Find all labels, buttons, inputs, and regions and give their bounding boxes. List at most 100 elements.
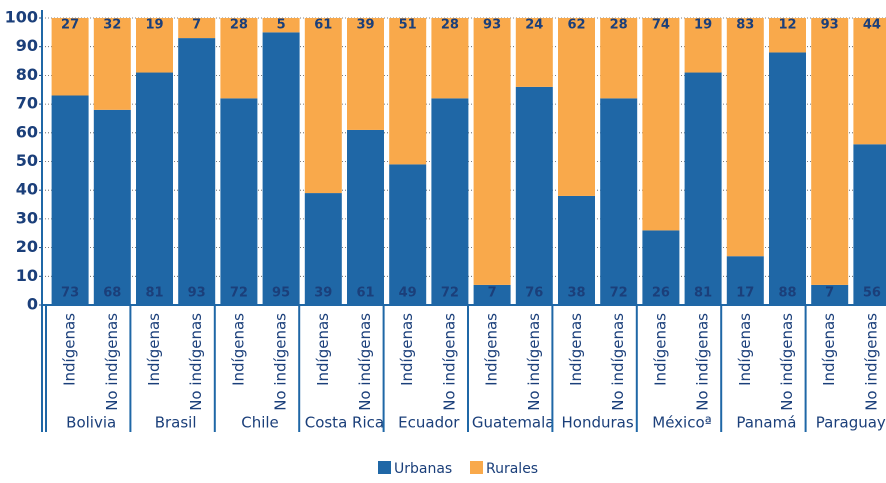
bar-segment [304, 18, 342, 194]
bar-segment [347, 129, 384, 305]
data-label: 44 [863, 18, 881, 33]
data-label: 28 [230, 18, 248, 33]
data-label: 17 [736, 286, 754, 301]
group-label: Méxicoª [652, 414, 711, 432]
y-tick-label: 20 [16, 237, 38, 256]
data-label: 83 [736, 18, 754, 33]
x-tick-label: No indígenas [862, 313, 880, 411]
group-label: Bolivia [66, 414, 116, 432]
x-tick-label: Indígenas [61, 313, 79, 386]
bar-segment [220, 18, 258, 99]
bar-segment [811, 18, 849, 285]
bar-segment [178, 38, 216, 306]
bar-segment [558, 195, 595, 305]
data-label: 12 [778, 18, 796, 33]
data-label: 27 [61, 18, 79, 33]
bar-segment [262, 32, 300, 305]
data-label: 19 [694, 18, 712, 33]
y-tick-label: 60 [16, 122, 38, 141]
bar-segment [769, 18, 806, 53]
bar-segment [431, 98, 469, 305]
bar-segment [515, 86, 553, 305]
bar-segment [51, 95, 89, 306]
x-tick-label: Indígenas [229, 313, 247, 386]
y-tick-label: 100 [5, 8, 38, 27]
legend-swatch [470, 461, 483, 474]
bar-segment [51, 18, 89, 96]
group-label: Brasil [155, 414, 197, 432]
group-label: Honduras [562, 414, 634, 432]
data-label: 81 [694, 286, 712, 301]
data-label: 72 [230, 286, 248, 301]
y-tick-label: 30 [16, 208, 38, 227]
data-label: 74 [652, 18, 670, 33]
bar-segment [642, 18, 680, 231]
bar-segment [600, 18, 638, 99]
x-tick-label: No indígenas [103, 313, 121, 411]
data-label: 32 [103, 18, 121, 33]
y-tick-label: 0 [27, 295, 38, 314]
x-tick-label: Indígenas [483, 313, 501, 386]
data-label: 26 [652, 286, 670, 301]
bar-segment [769, 52, 806, 305]
data-label: 61 [356, 286, 374, 301]
bar-segment [726, 256, 764, 305]
legend-swatch [378, 461, 391, 474]
data-label: 39 [356, 18, 374, 33]
bar-segment [304, 193, 342, 305]
bar-segment [178, 18, 216, 39]
data-label: 7 [192, 18, 201, 33]
y-tick-label: 80 [16, 65, 38, 84]
data-label: 5 [277, 18, 286, 33]
data-label: 61 [314, 18, 332, 33]
bar-segment [515, 18, 553, 87]
x-tick-label: No indígenas [778, 313, 796, 411]
data-label: 39 [314, 286, 332, 301]
data-label: 93 [483, 18, 501, 33]
bar-segment [684, 18, 722, 73]
data-label: 73 [61, 286, 79, 301]
data-label: 93 [821, 18, 839, 33]
bar-segment [93, 109, 131, 305]
x-tick-label: No indígenas [356, 313, 374, 411]
bar-segment [136, 18, 173, 73]
bar-segment [600, 98, 638, 305]
x-tick-label: No indígenas [187, 313, 205, 411]
bar-segment [558, 18, 595, 196]
group-label: Panamá [736, 414, 796, 432]
group-label: Chile [241, 414, 279, 432]
bar-segment [642, 230, 680, 305]
data-label: 72 [441, 286, 459, 301]
data-label: 28 [610, 18, 628, 33]
y-tick-label: 40 [16, 180, 38, 199]
data-label: 62 [567, 18, 585, 33]
x-tick-label: Indígenas [820, 313, 838, 386]
bar-segment [684, 72, 722, 305]
bar-segment [136, 72, 173, 305]
x-tick-label: Indígenas [736, 313, 754, 386]
x-tick-label: Indígenas [145, 313, 163, 386]
x-tick-label: Indígenas [651, 313, 669, 386]
data-label: 68 [103, 286, 121, 301]
x-tick-label: Indígenas [567, 313, 585, 386]
bar-segment [473, 18, 511, 285]
data-label: 72 [610, 286, 628, 301]
legend-label: Rurales [486, 461, 538, 477]
bar-segment [473, 284, 511, 305]
x-tick-label: Indígenas [398, 313, 416, 386]
x-tick-label: No indígenas [272, 313, 290, 411]
bar-segment [389, 164, 427, 305]
group-label: Ecuador [398, 414, 460, 432]
data-label: 81 [145, 286, 163, 301]
bar-segment [726, 18, 764, 257]
y-tick-label: 10 [16, 266, 38, 285]
y-tick-label: 90 [16, 36, 38, 55]
x-tick-label: No indígenas [525, 313, 543, 411]
group-label: Costa Rica [305, 414, 384, 432]
x-tick-label: No indígenas [609, 313, 627, 411]
x-tick-label: No indígenas [440, 313, 458, 411]
data-label: 7 [488, 286, 497, 301]
data-label: 51 [399, 18, 417, 33]
bar-segment [262, 18, 300, 33]
